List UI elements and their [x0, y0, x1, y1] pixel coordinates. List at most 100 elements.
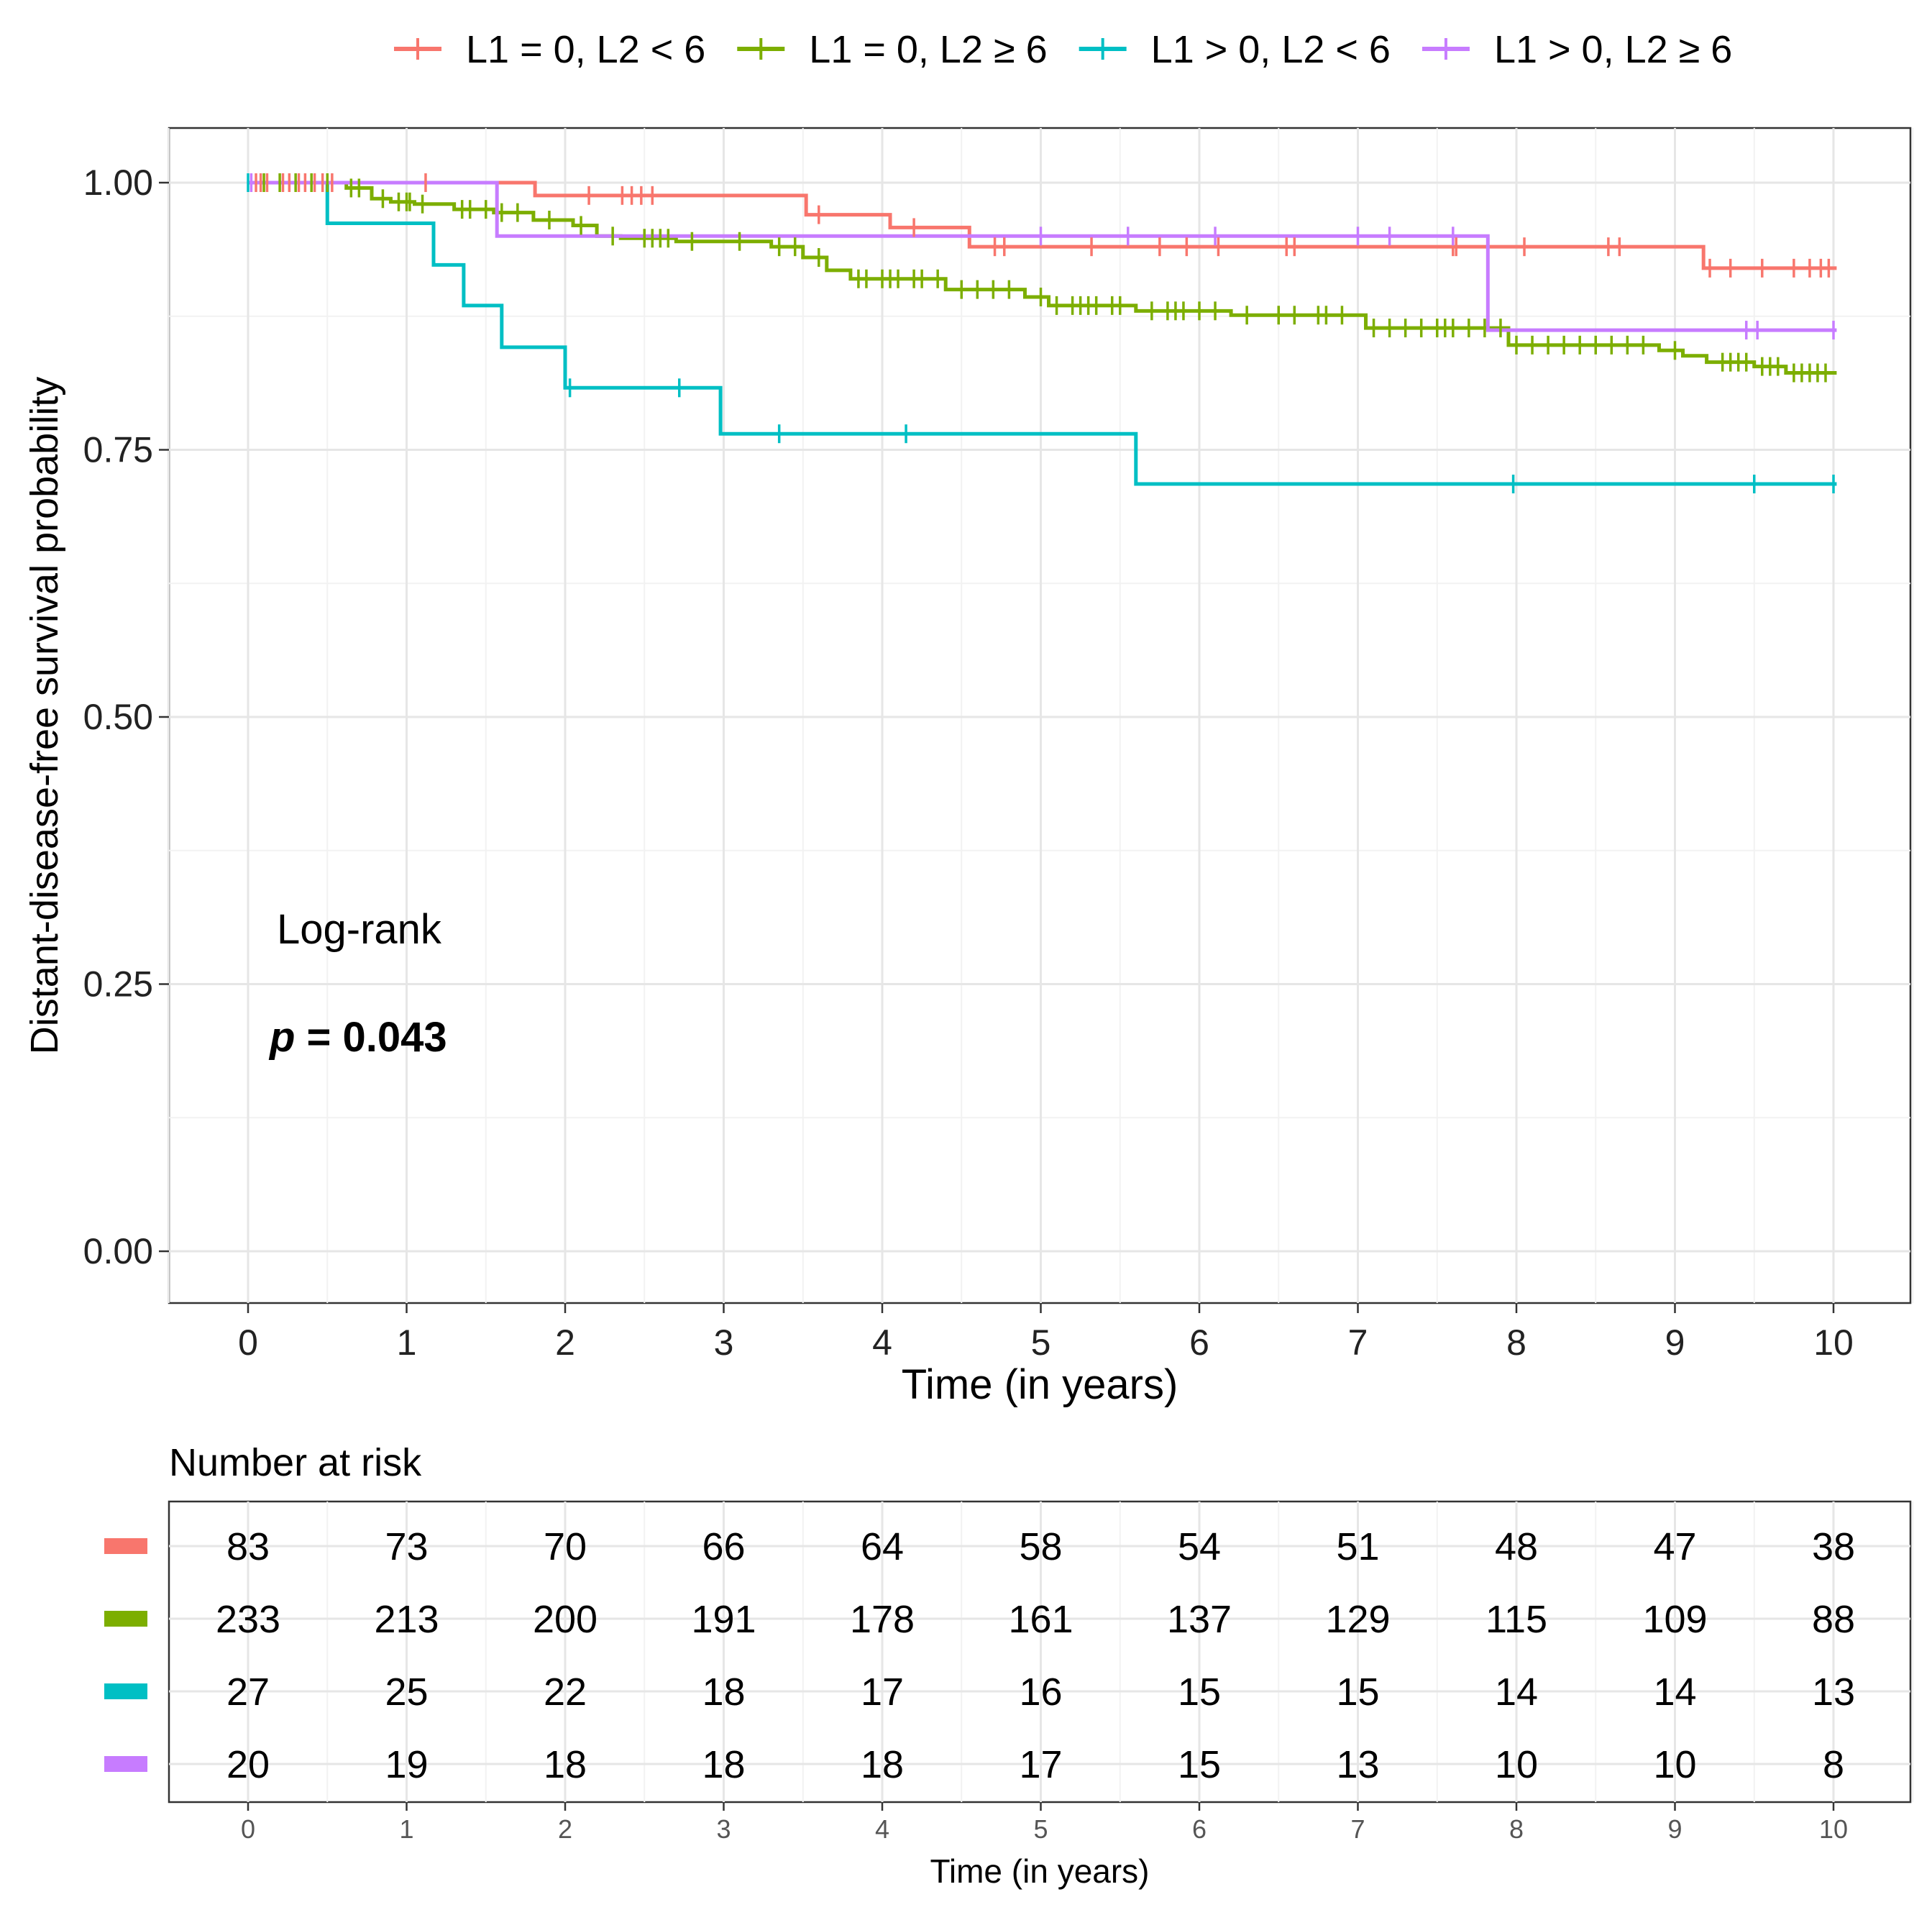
- risk-cell: 70: [544, 1525, 587, 1568]
- x-tick-label: 6: [1189, 1322, 1209, 1363]
- risk-cell: 13: [1812, 1671, 1855, 1714]
- risk-row-key-3: [104, 1683, 147, 1699]
- survival-curve-1: [248, 180, 1837, 270]
- risk-x-tick-label: 6: [1192, 1814, 1207, 1844]
- x-tick-label: 10: [1813, 1322, 1854, 1363]
- risk-cell: 27: [226, 1671, 270, 1714]
- risk-cell: 47: [1653, 1525, 1696, 1568]
- risk-row-key-4: [104, 1756, 147, 1772]
- risk-cell: 51: [1336, 1525, 1379, 1568]
- risk-cell: 38: [1812, 1525, 1855, 1568]
- legend-label-2: L1 = 0, L2 ≥ 6: [809, 28, 1047, 71]
- plot-axes: 0 1 2 3 4 5 6 7 8 9 10 0.00 0.25 0.50 0.75 1.00: [83, 163, 1854, 1363]
- risk-cell: 48: [1495, 1525, 1538, 1568]
- risk-cell: 15: [1178, 1671, 1221, 1714]
- risk-cell: 20: [226, 1743, 270, 1786]
- risk-cell: 178: [850, 1598, 915, 1641]
- risk-table-x-title: Time (in years): [930, 1852, 1150, 1890]
- risk-table-axis: 0 1 2 3 4 5 6 7 8 9 10: [241, 1802, 1848, 1844]
- risk-x-tick-label: 7: [1350, 1814, 1365, 1844]
- x-tick-label: 1: [397, 1322, 417, 1363]
- legend-label-1: L1 = 0, L2 < 6: [466, 28, 705, 71]
- risk-cell: 129: [1325, 1598, 1390, 1641]
- legend-label-4: L1 > 0, L2 ≥ 6: [1494, 28, 1732, 71]
- survival-curve-3: [248, 180, 1837, 486]
- risk-cell: 22: [544, 1671, 587, 1714]
- risk-x-tick-label: 1: [399, 1814, 413, 1844]
- risk-cell: 8: [1823, 1743, 1844, 1786]
- x-tick-label: 2: [555, 1322, 575, 1363]
- risk-x-tick-label: 4: [875, 1814, 889, 1844]
- y-tick-label: 0.50: [83, 697, 153, 737]
- risk-cell: 17: [1019, 1743, 1062, 1786]
- risk-cell: 54: [1178, 1525, 1221, 1568]
- risk-cell: 137: [1167, 1598, 1232, 1641]
- legend: L1 = 0, L2 < 6 L1 = 0, L2 ≥ 6 L1 > 0, L2 <…: [394, 28, 1732, 71]
- risk-cell: 15: [1178, 1743, 1221, 1786]
- risk-x-tick-label: 9: [1667, 1814, 1682, 1844]
- risk-x-tick-label: 2: [558, 1814, 572, 1844]
- risk-cell: 18: [702, 1743, 745, 1786]
- risk-cell: 58: [1019, 1525, 1062, 1568]
- risk-cell: 10: [1653, 1743, 1696, 1786]
- plot-grid: [168, 128, 1914, 1303]
- survival-curve-2: [248, 180, 1837, 375]
- risk-x-tick-label: 8: [1509, 1814, 1524, 1844]
- risk-cell: 13: [1336, 1743, 1379, 1786]
- risk-row-key-2: [104, 1611, 147, 1627]
- x-tick-label: 7: [1348, 1322, 1368, 1363]
- risk-cell: 115: [1485, 1598, 1547, 1641]
- risk-cell: 64: [861, 1525, 904, 1568]
- y-tick-label: 0.25: [83, 964, 153, 1005]
- x-tick-label: 3: [714, 1322, 734, 1363]
- risk-cell: 109: [1642, 1598, 1707, 1641]
- x-axis-title: Time (in years): [902, 1361, 1178, 1408]
- risk-cell: 16: [1019, 1671, 1062, 1714]
- legend-label-3: L1 > 0, L2 < 6: [1151, 28, 1391, 71]
- risk-table-title: Number at risk: [169, 1441, 422, 1484]
- risk-cell: 66: [702, 1525, 745, 1568]
- risk-cell: 191: [691, 1598, 756, 1641]
- risk-row-key-1: [104, 1538, 147, 1554]
- risk-cell: 10: [1495, 1743, 1538, 1786]
- risk-x-tick-label: 5: [1033, 1814, 1048, 1844]
- x-tick-label: 5: [1031, 1322, 1051, 1363]
- x-tick-label: 8: [1506, 1322, 1526, 1363]
- risk-cell: 200: [533, 1598, 598, 1641]
- risk-cell: 25: [385, 1671, 428, 1714]
- y-tick-label: 0.00: [83, 1231, 153, 1271]
- risk-cell: 233: [216, 1598, 280, 1641]
- y-tick-label: 1.00: [83, 163, 153, 203]
- p-value-text: = 0.043: [295, 1014, 447, 1061]
- risk-x-tick-label: 3: [716, 1814, 731, 1844]
- x-tick-label: 0: [238, 1322, 258, 1363]
- risk-cell: 18: [702, 1671, 745, 1714]
- y-axis-title: Distant-disease-free survival probabilit…: [23, 377, 66, 1054]
- risk-cell: 161: [1008, 1598, 1073, 1641]
- risk-cell: 83: [226, 1525, 270, 1568]
- risk-x-tick-label: 10: [1819, 1814, 1848, 1844]
- survival-curves: [248, 180, 1837, 486]
- logrank-label: Log-rank: [277, 906, 442, 953]
- p-symbol: p: [268, 1014, 295, 1061]
- risk-cell: 18: [544, 1743, 587, 1786]
- risk-cell: 213: [374, 1598, 439, 1641]
- risk-cell: 18: [861, 1743, 904, 1786]
- risk-cell: 73: [385, 1525, 428, 1568]
- survival-curve-4: [248, 180, 1837, 332]
- y-tick-label: 0.75: [83, 430, 153, 470]
- risk-cell: 17: [861, 1671, 904, 1714]
- risk-cell: 15: [1336, 1671, 1379, 1714]
- x-tick-label: 4: [872, 1322, 892, 1363]
- risk-table-grid: [169, 1502, 1914, 1802]
- risk-cell: 14: [1495, 1671, 1538, 1714]
- censor-marks: [247, 173, 1835, 494]
- risk-x-tick-label: 0: [241, 1814, 255, 1844]
- risk-cell: 88: [1812, 1598, 1855, 1641]
- risk-cell: 14: [1653, 1671, 1696, 1714]
- risk-cell: 19: [385, 1743, 428, 1786]
- p-value: p = 0.043: [268, 1014, 447, 1061]
- x-tick-label: 9: [1665, 1322, 1685, 1363]
